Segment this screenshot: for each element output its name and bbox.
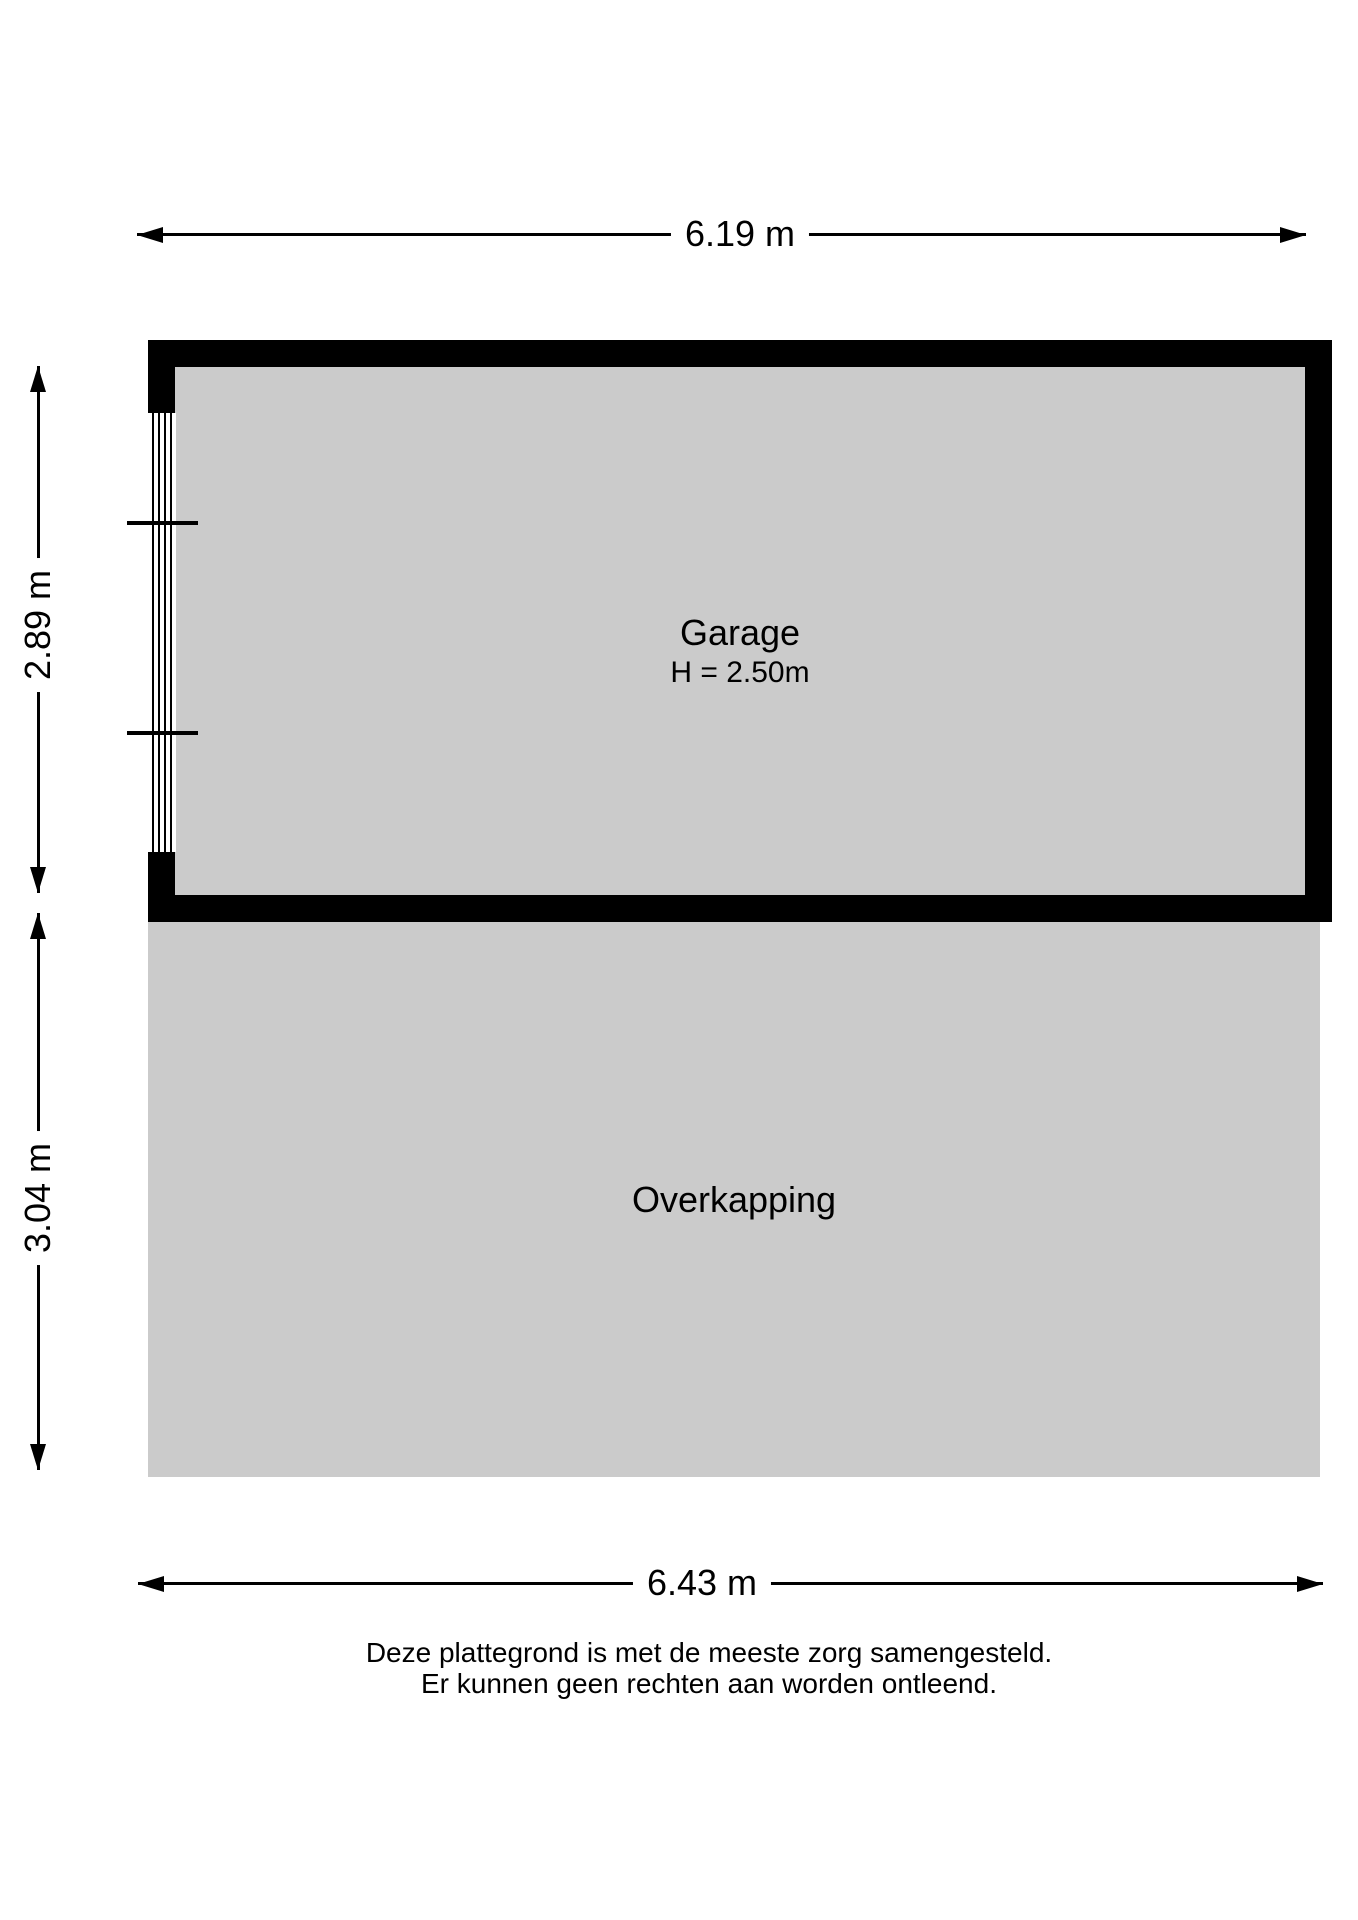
- garage-floor: [175, 367, 1305, 895]
- door-line: [164, 413, 166, 852]
- disclaimer-line-2: Er kunnen geen rechten aan worden ontlee…: [421, 1668, 997, 1699]
- dimension-overkapping-depth: 3.04 m: [17, 913, 58, 1470]
- room-label-overkapping: Overkapping: [631, 1178, 837, 1220]
- garage-room: Garage H = 2.50m: [127, 340, 1332, 922]
- room-label-garage: Garage: [679, 612, 801, 653]
- arrowhead-right-icon: [1297, 1576, 1323, 1592]
- disclaimer: Deze plattegrond is met de meeste zorg s…: [366, 1637, 1052, 1699]
- dimension-label-overkapping-depth: 3.04 m: [17, 1130, 58, 1266]
- arrowhead-right-icon: [1280, 227, 1306, 243]
- arrowhead-left-icon: [137, 227, 163, 243]
- dimension-label-overkapping-width: 6.43 m: [632, 1563, 772, 1603]
- garage-labels: Garage H = 2.50m: [175, 611, 1305, 691]
- garage-door: [127, 413, 198, 852]
- room-height-label: H = 2.50m: [670, 656, 810, 689]
- door-line: [170, 413, 172, 852]
- dimension-label-garage-width: 6.19 m: [670, 214, 810, 254]
- arrowhead-up-icon: [30, 913, 46, 939]
- dimension-garage-width: 6.19 m: [137, 214, 1306, 254]
- overkapping-area: Overkapping: [148, 922, 1320, 1477]
- door-tick: [127, 731, 198, 735]
- arrowhead-up-icon: [30, 366, 46, 392]
- door-line: [152, 413, 154, 852]
- dimension-overkapping-width: 6.43 m: [138, 1563, 1323, 1603]
- arrowhead-left-icon: [138, 1576, 164, 1592]
- door-line: [158, 413, 160, 852]
- dimension-garage-depth: 2.89 m: [17, 366, 58, 893]
- arrowhead-down-icon: [30, 867, 46, 893]
- disclaimer-line-1: Deze plattegrond is met de meeste zorg s…: [365, 1637, 1053, 1668]
- dimension-label-garage-depth: 2.89 m: [17, 557, 58, 693]
- door-tick: [127, 521, 198, 525]
- arrowhead-down-icon: [30, 1444, 46, 1470]
